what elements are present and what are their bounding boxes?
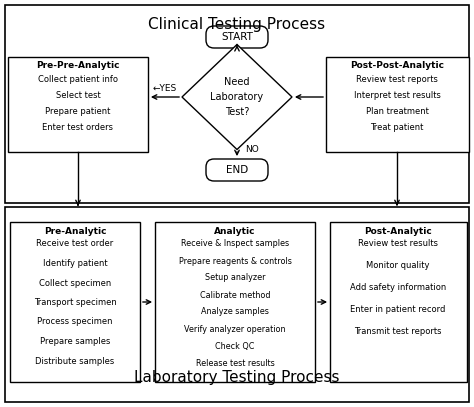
- Bar: [330, 222, 467, 382]
- Text: Verify analyzer operation: Verify analyzer operation: [184, 324, 286, 333]
- Text: Release test results: Release test results: [196, 359, 274, 368]
- Text: Receive & Inspect samples: Receive & Inspect samples: [181, 239, 289, 249]
- Text: Post-Post-Analytic: Post-Post-Analytic: [350, 61, 444, 70]
- Text: Treat patient: Treat patient: [370, 123, 424, 131]
- Bar: [155, 222, 315, 382]
- Text: Setup analyzer: Setup analyzer: [205, 274, 265, 282]
- Text: Plan treatment: Plan treatment: [365, 107, 428, 116]
- Text: Need: Need: [224, 77, 250, 87]
- Text: Identify patient: Identify patient: [43, 259, 107, 268]
- Text: START: START: [221, 32, 253, 42]
- Text: Receive test order: Receive test order: [36, 239, 114, 249]
- Text: Analyze samples: Analyze samples: [201, 308, 269, 317]
- Text: Check QC: Check QC: [215, 341, 255, 350]
- Bar: [5, 5, 469, 203]
- Text: END: END: [226, 165, 248, 175]
- Text: Collect specimen: Collect specimen: [39, 278, 111, 287]
- Text: Add safety information: Add safety information: [350, 284, 446, 293]
- Bar: [10, 222, 140, 382]
- Text: Select test: Select test: [55, 90, 100, 99]
- Bar: [5, 207, 469, 402]
- Text: Review test reports: Review test reports: [356, 74, 438, 83]
- Text: ←YES: ←YES: [153, 84, 177, 93]
- Text: Prepare reagents & controls: Prepare reagents & controls: [179, 256, 292, 265]
- Text: Monitor quality: Monitor quality: [366, 262, 430, 271]
- Text: Distribute samples: Distribute samples: [36, 357, 115, 365]
- Text: Transport specimen: Transport specimen: [34, 298, 117, 307]
- Text: Transmit test reports: Transmit test reports: [354, 328, 442, 337]
- Text: Enter test orders: Enter test orders: [43, 123, 113, 131]
- Text: Analytic: Analytic: [214, 227, 256, 236]
- Bar: [326, 57, 469, 152]
- Text: Pre-Pre-Analytic: Pre-Pre-Analytic: [36, 61, 120, 70]
- Text: Laboratory Testing Process: Laboratory Testing Process: [134, 370, 340, 385]
- FancyBboxPatch shape: [206, 159, 268, 181]
- Text: Laboratory: Laboratory: [210, 92, 264, 102]
- Text: Test?: Test?: [225, 107, 249, 117]
- Text: Collect patient info: Collect patient info: [38, 74, 118, 83]
- Text: Prepare patient: Prepare patient: [46, 107, 111, 116]
- Text: Calibrate method: Calibrate method: [200, 291, 270, 300]
- Text: Pre-Analytic: Pre-Analytic: [44, 227, 106, 236]
- Text: Clinical Testing Process: Clinical Testing Process: [148, 17, 326, 32]
- Text: Prepare samples: Prepare samples: [40, 337, 110, 346]
- Text: Interpret test results: Interpret test results: [354, 90, 440, 99]
- Text: NO: NO: [245, 144, 259, 153]
- Text: Post-Analytic: Post-Analytic: [364, 227, 432, 236]
- FancyBboxPatch shape: [206, 26, 268, 48]
- Text: Enter in patient record: Enter in patient record: [350, 306, 446, 315]
- Text: Review test results: Review test results: [358, 239, 438, 249]
- Bar: [8, 57, 148, 152]
- Text: Process specimen: Process specimen: [37, 317, 113, 326]
- Polygon shape: [182, 44, 292, 149]
